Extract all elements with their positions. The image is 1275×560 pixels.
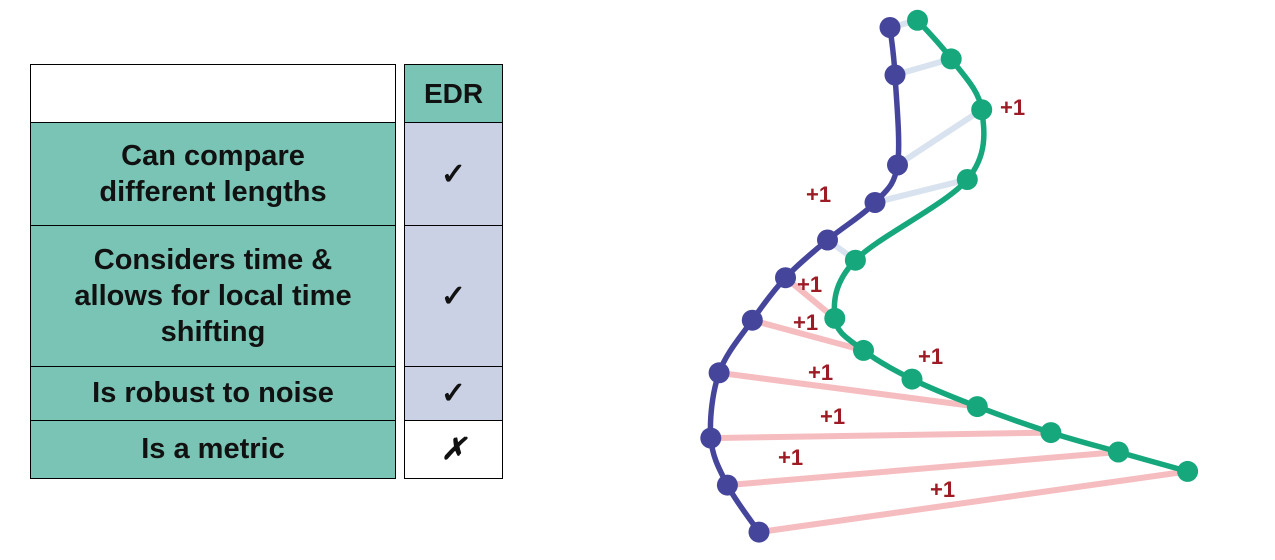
svg-text:+1: +1	[918, 344, 943, 369]
svg-text:+1: +1	[793, 310, 818, 335]
svg-text:+1: +1	[930, 477, 955, 502]
svg-text:+1: +1	[808, 360, 833, 385]
svg-text:+1: +1	[778, 445, 803, 470]
svg-text:+1: +1	[797, 272, 822, 297]
svg-text:+1: +1	[806, 182, 831, 207]
svg-text:+1: +1	[820, 404, 845, 429]
svg-text:+1: +1	[1000, 95, 1025, 120]
